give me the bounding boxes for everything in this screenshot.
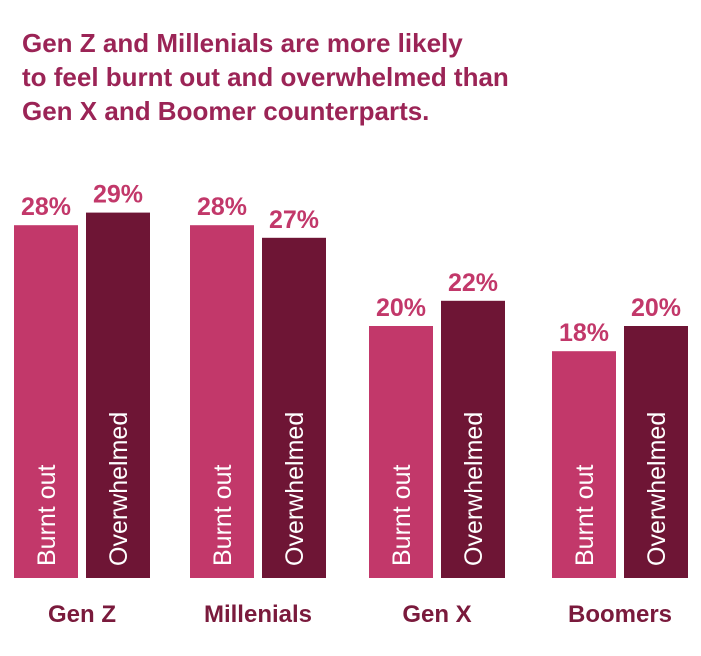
bar	[86, 212, 150, 578]
value-label: 29%	[93, 181, 143, 209]
value-label: 27%	[269, 206, 319, 234]
bar	[190, 225, 254, 578]
bar	[624, 326, 688, 578]
series-label: Overwhelmed	[643, 412, 671, 566]
series-label: Overwhelmed	[105, 412, 133, 566]
category-label: Boomers	[568, 601, 672, 628]
bar	[14, 225, 78, 578]
series-label: Burnt out	[571, 464, 599, 566]
value-label: 28%	[197, 193, 247, 221]
chart-title: Gen Z and Millenials are more likely to f…	[22, 28, 509, 126]
title-line: to feel burnt out and overwhelmed than	[22, 62, 509, 92]
value-label: 18%	[559, 319, 609, 347]
series-label: Overwhelmed	[460, 412, 488, 566]
value-label: 20%	[631, 294, 681, 322]
value-label: 20%	[376, 294, 426, 322]
category-label: Millenials	[204, 601, 312, 628]
category-label: Gen X	[402, 601, 471, 628]
series-label: Overwhelmed	[281, 412, 309, 566]
bar	[441, 300, 505, 578]
series-label: Burnt out	[209, 464, 237, 566]
bar	[262, 237, 326, 579]
value-label: 22%	[448, 269, 498, 297]
value-label: 28%	[21, 193, 71, 221]
title-line: Gen Z and Millenials are more likely	[22, 28, 463, 58]
series-label: Burnt out	[388, 464, 416, 566]
title-line: Gen X and Boomer counterparts.	[22, 96, 429, 126]
series-label: Burnt out	[33, 464, 61, 566]
category-label: Gen Z	[48, 601, 116, 628]
bar	[552, 351, 616, 578]
bar	[369, 326, 433, 578]
